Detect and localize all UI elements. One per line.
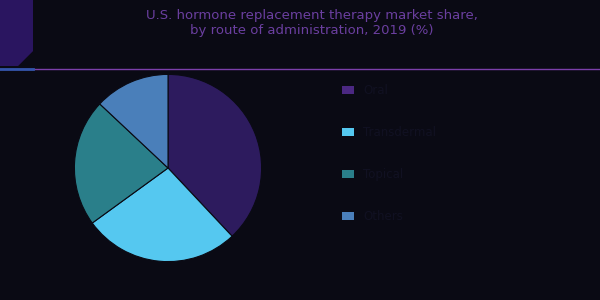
Text: Others: Others [363, 209, 403, 223]
Wedge shape [92, 168, 232, 262]
Text: Transdermal: Transdermal [363, 125, 436, 139]
Text: Oral: Oral [363, 83, 388, 97]
Wedge shape [100, 74, 168, 168]
Text: U.S. hormone replacement therapy market share,
by route of administration, 2019 : U.S. hormone replacement therapy market … [146, 9, 478, 37]
Text: Topical: Topical [363, 167, 403, 181]
Wedge shape [168, 74, 262, 236]
Wedge shape [74, 104, 168, 223]
